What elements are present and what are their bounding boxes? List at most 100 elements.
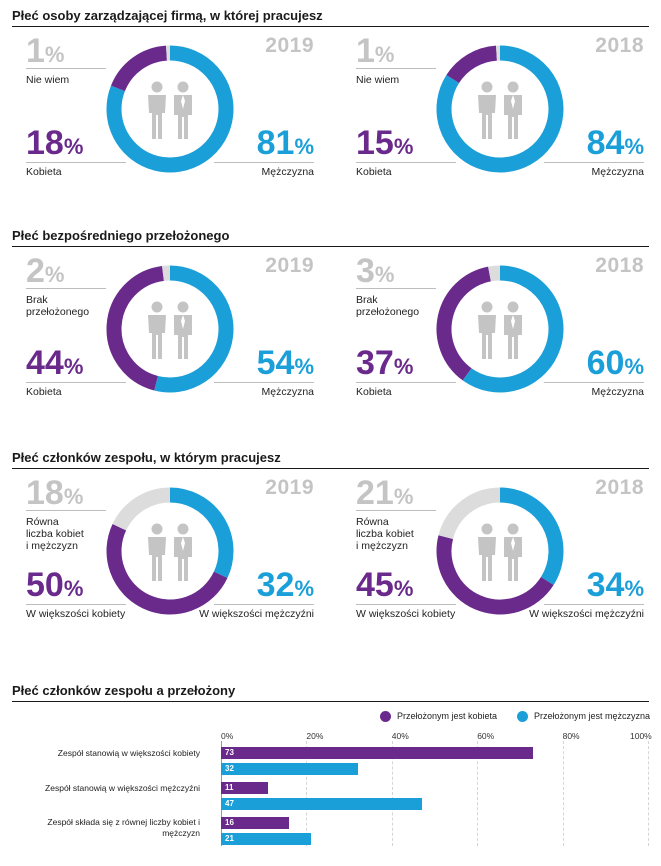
- donut-segment-blue: [106, 45, 234, 173]
- purple-label: Kobieta: [356, 166, 392, 178]
- donut-segment-blue: [436, 45, 564, 173]
- male-figure-icon: [504, 523, 522, 581]
- gridline: [648, 741, 649, 846]
- blue-percentage: 54%: [257, 346, 314, 384]
- male-figure-icon: [504, 81, 522, 139]
- bar-mark: 21: [221, 833, 311, 845]
- male-head: [177, 301, 189, 313]
- section-divider: [12, 246, 649, 247]
- purple-label: Kobieta: [26, 386, 62, 398]
- legend-label: Przełożonym jest mężczyzna: [534, 711, 651, 721]
- year-label: 2019: [265, 34, 314, 57]
- blue-percentage: 32%: [257, 568, 314, 606]
- gray-percentage-value: 18: [26, 474, 64, 512]
- donut-segment-gray: [438, 487, 501, 540]
- female-body: [478, 315, 496, 359]
- divider-line: [26, 604, 126, 605]
- purple-label: Kobieta: [26, 166, 62, 178]
- donut-chart: [436, 487, 564, 615]
- gray-percentage: 2%: [26, 254, 64, 292]
- female-figure-icon: [478, 81, 496, 139]
- category-label: Zespół składa się z równej liczby kobiet…: [47, 817, 200, 838]
- chart-panel: 2018 1% Nie wiem 15% Kobieta 84% Mężczyzna: [342, 34, 652, 204]
- blue-percentage-value: 60: [586, 344, 625, 382]
- donut-segment-blue: [462, 265, 564, 393]
- female-head: [151, 301, 163, 313]
- male-head: [177, 523, 189, 535]
- purple-percentage-value: 45: [356, 566, 394, 604]
- divider-line: [26, 382, 126, 383]
- legend-item: Przełożonym jest kobieta: [380, 711, 497, 723]
- donut-segment-purple: [110, 45, 168, 92]
- divider-line: [544, 382, 644, 383]
- bar-mark: 47: [221, 798, 422, 810]
- gray-percentage-value: 21: [356, 474, 394, 512]
- gray-label: Brak przełożonego: [26, 294, 90, 318]
- blue-label: Mężczyzna: [261, 386, 314, 398]
- people-icon: [478, 523, 522, 581]
- bar-value-label: 73: [225, 748, 234, 757]
- purple-percentage: 50%: [26, 568, 83, 606]
- percent-sign: %: [63, 354, 84, 379]
- bar-mark: 73: [221, 747, 533, 759]
- donut-segment-purple: [106, 523, 228, 615]
- male-head: [507, 81, 519, 93]
- male-tie: [181, 537, 185, 551]
- gray-percentage-value: 3: [356, 252, 375, 290]
- percent-sign: %: [393, 354, 414, 379]
- gray-percentage: 3%: [356, 254, 394, 292]
- section-title: Płeć członków zespołu a przełożony: [12, 683, 236, 698]
- purple-percentage-value: 15: [356, 124, 394, 162]
- bar-mark: 16: [221, 817, 290, 829]
- section-divider: [12, 701, 649, 702]
- male-body: [504, 95, 522, 139]
- category-label: Zespół stanowią w większości mężczyźni: [45, 783, 200, 793]
- blue-percentage-value: 34: [586, 566, 625, 604]
- female-body: [148, 95, 166, 139]
- blue-percentage-value: 54: [256, 344, 295, 382]
- male-body: [174, 315, 192, 359]
- bar-mark: 32: [221, 763, 358, 775]
- male-head: [507, 523, 519, 535]
- percent-sign: %: [63, 134, 84, 159]
- female-figure-icon: [478, 523, 496, 581]
- year-label: 2019: [265, 254, 314, 277]
- male-figure-icon: [504, 301, 522, 359]
- male-body: [174, 95, 192, 139]
- gray-percentage: 1%: [26, 34, 64, 72]
- male-figure-icon: [517, 711, 528, 723]
- female-head: [151, 523, 163, 535]
- female-head: [481, 301, 493, 313]
- female-body: [478, 95, 496, 139]
- percent-sign: %: [294, 576, 314, 601]
- bar-value-label: 47: [225, 799, 234, 808]
- gray-label: Nie wiem: [26, 74, 70, 86]
- percent-sign: %: [374, 42, 395, 67]
- purple-percentage: 44%: [26, 346, 83, 384]
- donut-segment-gray: [488, 265, 501, 282]
- section-title: Płeć osoby zarządzającej firmą, w której…: [12, 8, 323, 23]
- category-label: Zespół stanowią w większości kobiety: [57, 748, 200, 758]
- female-figure-icon: [148, 301, 166, 359]
- divider-line: [356, 68, 436, 69]
- blue-percentage: 84%: [587, 126, 644, 164]
- donut-segment-blue: [169, 487, 234, 579]
- x-tick-label: 100%: [630, 731, 652, 741]
- blue-label: Mężczyzna: [591, 166, 644, 178]
- blue-percentage-value: 84: [586, 124, 625, 162]
- divider-line: [26, 68, 106, 69]
- male-head: [507, 301, 519, 313]
- purple-label: Kobieta: [356, 386, 392, 398]
- blue-label: W większości mężczyźni: [199, 608, 314, 620]
- gray-percentage-value: 2: [26, 252, 45, 290]
- gridline: [391, 741, 393, 846]
- male-tie: [511, 315, 515, 329]
- blue-label: Mężczyzna: [591, 386, 644, 398]
- gray-percentage: 1%: [356, 34, 394, 72]
- female-figure-icon: [478, 301, 496, 359]
- x-tick-label: 60%: [477, 731, 495, 741]
- divider-line: [356, 162, 456, 163]
- percent-sign: %: [624, 354, 644, 379]
- bar-mark: 11: [221, 782, 268, 794]
- divider-line: [214, 604, 314, 605]
